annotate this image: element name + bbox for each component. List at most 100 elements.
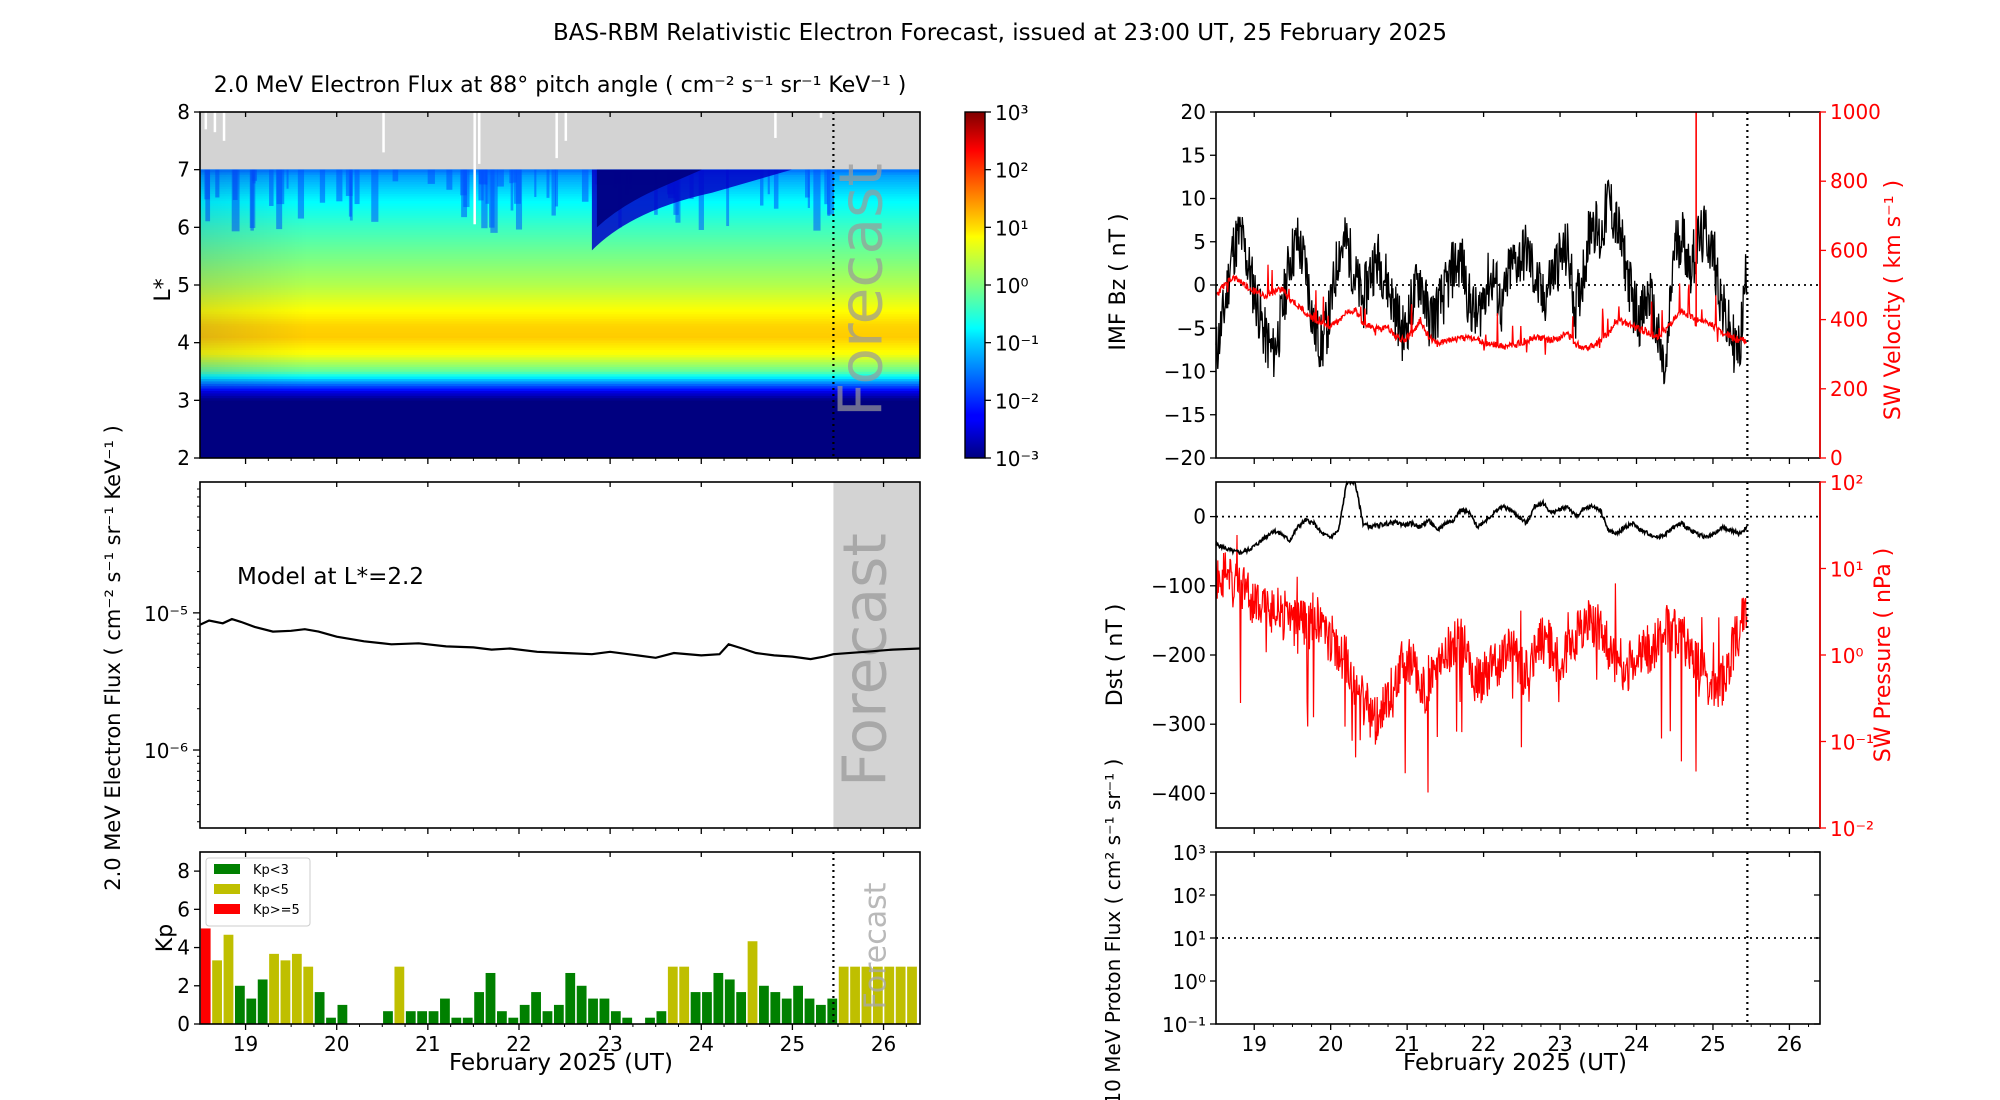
y-tick-label: −200 bbox=[1151, 643, 1206, 667]
x-tick-label: 26 bbox=[1777, 1032, 1802, 1056]
kp-bar bbox=[326, 1017, 336, 1024]
kp-bar bbox=[234, 985, 245, 1024]
kp-bar bbox=[781, 998, 792, 1024]
forecast-label: Forecast bbox=[858, 882, 893, 1009]
kp-bar bbox=[508, 1017, 519, 1024]
y-tick-label: −15 bbox=[1164, 403, 1206, 427]
y-tick-label: 10⁻⁵ bbox=[144, 602, 188, 626]
data-gap bbox=[382, 112, 385, 153]
sw-pressure-ylabel: SW Pressure ( nPa ) bbox=[1871, 548, 1896, 763]
y2-tick-label: 800 bbox=[1830, 169, 1868, 193]
kp-bar bbox=[440, 998, 450, 1024]
y2-tick-label: 10² bbox=[1830, 471, 1863, 495]
kp-bar bbox=[291, 953, 302, 1024]
data-gap bbox=[213, 112, 217, 133]
sw-velocity-ylabel: SW Velocity ( km s⁻¹ ) bbox=[1881, 180, 1906, 420]
forecast-label: Forecast bbox=[826, 163, 896, 417]
kp-bar bbox=[223, 934, 234, 1024]
colorbar-tick-label: 10⁻³ bbox=[995, 447, 1039, 471]
y-tick-label: 10³ bbox=[1173, 841, 1206, 865]
model-flux-line bbox=[199, 617, 921, 661]
kp-bar bbox=[747, 941, 758, 1024]
y-tick-label: 4 bbox=[177, 936, 190, 960]
y-tick-label: 0 bbox=[1193, 273, 1206, 297]
kp-bar bbox=[428, 1011, 439, 1024]
colorbar-tick-label: 10¹ bbox=[995, 216, 1028, 240]
kp-bar bbox=[645, 1017, 655, 1024]
y-tick-label: 7 bbox=[177, 158, 190, 182]
kp-bar bbox=[405, 1011, 416, 1024]
x-tick-label: 23 bbox=[1547, 1032, 1572, 1056]
kp-bar bbox=[770, 992, 781, 1024]
y2-tick-label: 10⁻¹ bbox=[1830, 731, 1874, 755]
kp-legend-swatch bbox=[214, 864, 240, 874]
x-tick-label: 25 bbox=[780, 1032, 805, 1056]
y-tick-label: 3 bbox=[177, 388, 190, 412]
x-tick-label: 22 bbox=[1471, 1032, 1496, 1056]
y2-tick-label: 10⁰ bbox=[1830, 644, 1863, 668]
kp-bar bbox=[690, 992, 701, 1024]
kp-bar bbox=[394, 966, 405, 1024]
y-tick-label: 2 bbox=[177, 446, 190, 470]
y-tick-label: −20 bbox=[1164, 446, 1206, 470]
imf-bz-line bbox=[1215, 179, 1748, 385]
flux-heatmap-panel: 2.0 MeV Electron Flux at 88° pitch angle… bbox=[151, 73, 1039, 471]
y-tick-label: 6 bbox=[177, 897, 190, 921]
y-tick-label: 10 bbox=[1181, 187, 1206, 211]
y-tick-label: 0 bbox=[1193, 505, 1206, 529]
x-tick-label: 19 bbox=[233, 1032, 258, 1056]
kp-bar bbox=[314, 992, 325, 1024]
kp-bar bbox=[565, 972, 576, 1024]
y2-tick-label: 0 bbox=[1830, 446, 1843, 470]
kp-bar bbox=[462, 1017, 473, 1024]
y-tick-label: 6 bbox=[177, 215, 190, 239]
y-tick-label: 5 bbox=[1193, 230, 1206, 254]
colorbar-gradient bbox=[964, 111, 986, 459]
imf-bz-ylabel: IMF Bz ( nT ) bbox=[1106, 213, 1131, 350]
sw-velocity-line bbox=[1215, 264, 1747, 355]
y2-tick-label: 600 bbox=[1830, 238, 1868, 262]
y-tick-label: 15 bbox=[1181, 143, 1206, 167]
kp-bar bbox=[303, 966, 314, 1024]
kp-bar bbox=[337, 1004, 348, 1024]
kp-bar bbox=[872, 966, 883, 1024]
kp-bar bbox=[850, 966, 860, 1024]
kp-bar bbox=[713, 972, 724, 1024]
y-tick-label: 4 bbox=[177, 331, 190, 355]
kp-bar bbox=[656, 1011, 667, 1024]
kp-legend-label: Kp<3 bbox=[253, 863, 289, 878]
y2-tick-label: 200 bbox=[1830, 377, 1868, 401]
kp-xlabel: February 2025 (UT) bbox=[449, 1050, 673, 1076]
dst-ylabel: Dst ( nT ) bbox=[1103, 604, 1128, 707]
model-flux-frame bbox=[199, 481, 921, 829]
data-gap bbox=[222, 112, 226, 141]
y-tick-label: 10¹ bbox=[1173, 927, 1206, 951]
flux-heatmap-title: 2.0 MeV Electron Flux at 88° pitch angle… bbox=[214, 73, 907, 98]
y2-tick-label: 1000 bbox=[1830, 100, 1881, 124]
kp-bar bbox=[679, 966, 690, 1024]
y-tick-label: 0 bbox=[177, 1012, 190, 1036]
kp-bar bbox=[667, 966, 678, 1024]
proton-flux-panel: 10⁻¹ 10⁰ 10¹ 10² 10³ 19 20 21 22 23 24 25 26 >10 MeV… bbox=[1101, 759, 1821, 1100]
kp-bar bbox=[269, 953, 279, 1024]
kp-ylabel: Kp bbox=[153, 924, 178, 952]
kp-legend-swatch bbox=[214, 884, 240, 894]
model-flux-panel: Forecast 10⁻⁶ 10⁻⁵ Model at L*=2.2 2.0 MeV… bbox=[101, 425, 921, 891]
y2-tick-label: 10⁻² bbox=[1830, 817, 1874, 841]
proton-flux-plot: 10⁻¹ 10⁰ 10¹ 10² 10³ 19 20 21 22 23 24 25 26 bbox=[1162, 841, 1821, 1056]
x-tick-label: 25 bbox=[1700, 1032, 1725, 1056]
data-gap bbox=[204, 112, 208, 130]
flux-heatmap-image: Forecast bbox=[200, 112, 920, 459]
x-tick-label: 22 bbox=[506, 1032, 531, 1056]
y-tick-label: 8 bbox=[177, 859, 190, 883]
kp-bar bbox=[610, 1011, 621, 1024]
kp-bar bbox=[576, 985, 587, 1024]
kp-bar bbox=[553, 1004, 564, 1024]
y2-tick-label: 10¹ bbox=[1830, 558, 1863, 582]
x-tick-label: 21 bbox=[415, 1032, 440, 1056]
y-tick-label: 20 bbox=[1181, 100, 1206, 124]
kp-bar bbox=[838, 966, 849, 1024]
